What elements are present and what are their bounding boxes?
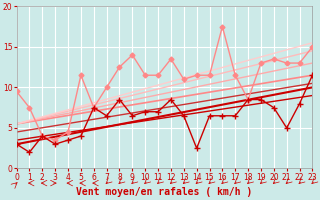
- X-axis label: Vent moyen/en rafales ( km/h ): Vent moyen/en rafales ( km/h ): [76, 187, 252, 197]
